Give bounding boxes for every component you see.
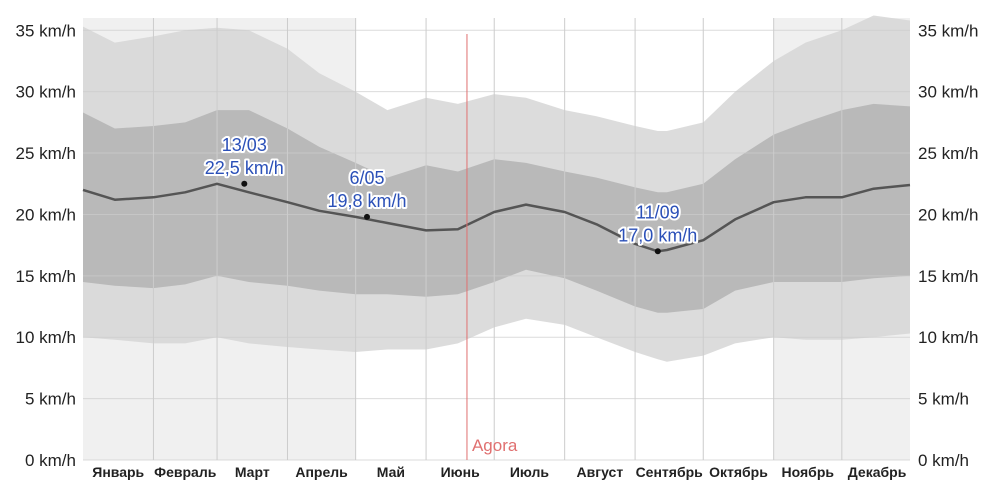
annotation-value-2: 17,0 km/h bbox=[618, 225, 697, 245]
y-tick-label-left: 35 km/h bbox=[16, 21, 76, 40]
annotation-point-2 bbox=[654, 248, 661, 255]
annotation-point-0 bbox=[241, 180, 248, 187]
y-tick-label-left: 10 km/h bbox=[16, 328, 76, 347]
y-tick-label-right: 35 km/h bbox=[918, 21, 978, 40]
month-label-3: Апрель bbox=[295, 464, 348, 480]
month-label-8: Сентябрь bbox=[636, 464, 704, 480]
mean-line bbox=[82, 182, 911, 253]
month-label-7: Август bbox=[577, 464, 624, 480]
annotation-date-2: 11/09 bbox=[636, 202, 680, 222]
y-tick-label-left: 0 km/h bbox=[25, 451, 76, 470]
month-label-5: Июнь bbox=[441, 464, 480, 480]
month-label-4: Май bbox=[377, 464, 405, 480]
annotation-date-0: 13/03 bbox=[222, 135, 267, 155]
now-marker-label: Agora bbox=[472, 436, 518, 455]
month-label-9: Октябрь bbox=[709, 464, 768, 480]
annotation-date-1: 6/05 bbox=[349, 168, 384, 188]
month-label-11: Декабрь bbox=[848, 464, 907, 480]
annotation-point-1 bbox=[363, 213, 370, 220]
y-tick-label-left: 15 km/h bbox=[16, 267, 76, 286]
month-label-0: Январь bbox=[92, 464, 144, 480]
annotation-value-1: 19,8 km/h bbox=[327, 191, 406, 211]
month-label-2: Март bbox=[235, 464, 270, 480]
y-tick-label-left: 25 km/h bbox=[16, 144, 76, 163]
y-tick-label-right: 10 km/h bbox=[918, 328, 978, 347]
month-label-10: Ноябрь bbox=[782, 464, 835, 480]
y-tick-label-left: 5 km/h bbox=[25, 390, 76, 409]
y-tick-label-right: 30 km/h bbox=[918, 83, 978, 102]
y-tick-label-right: 5 km/h bbox=[918, 390, 969, 409]
month-label-6: Июль bbox=[510, 464, 550, 480]
y-tick-label-right: 25 km/h bbox=[918, 144, 978, 163]
y-tick-label-left: 30 km/h bbox=[16, 83, 76, 102]
annotation-value-0: 22,5 km/h bbox=[205, 158, 284, 178]
y-tick-label-right: 0 km/h bbox=[918, 451, 969, 470]
month-label-1: Февраль bbox=[154, 464, 217, 480]
y-tick-label-right: 20 km/h bbox=[918, 205, 978, 224]
y-tick-label-left: 20 km/h bbox=[16, 205, 76, 224]
y-tick-label-right: 15 km/h bbox=[918, 267, 978, 286]
